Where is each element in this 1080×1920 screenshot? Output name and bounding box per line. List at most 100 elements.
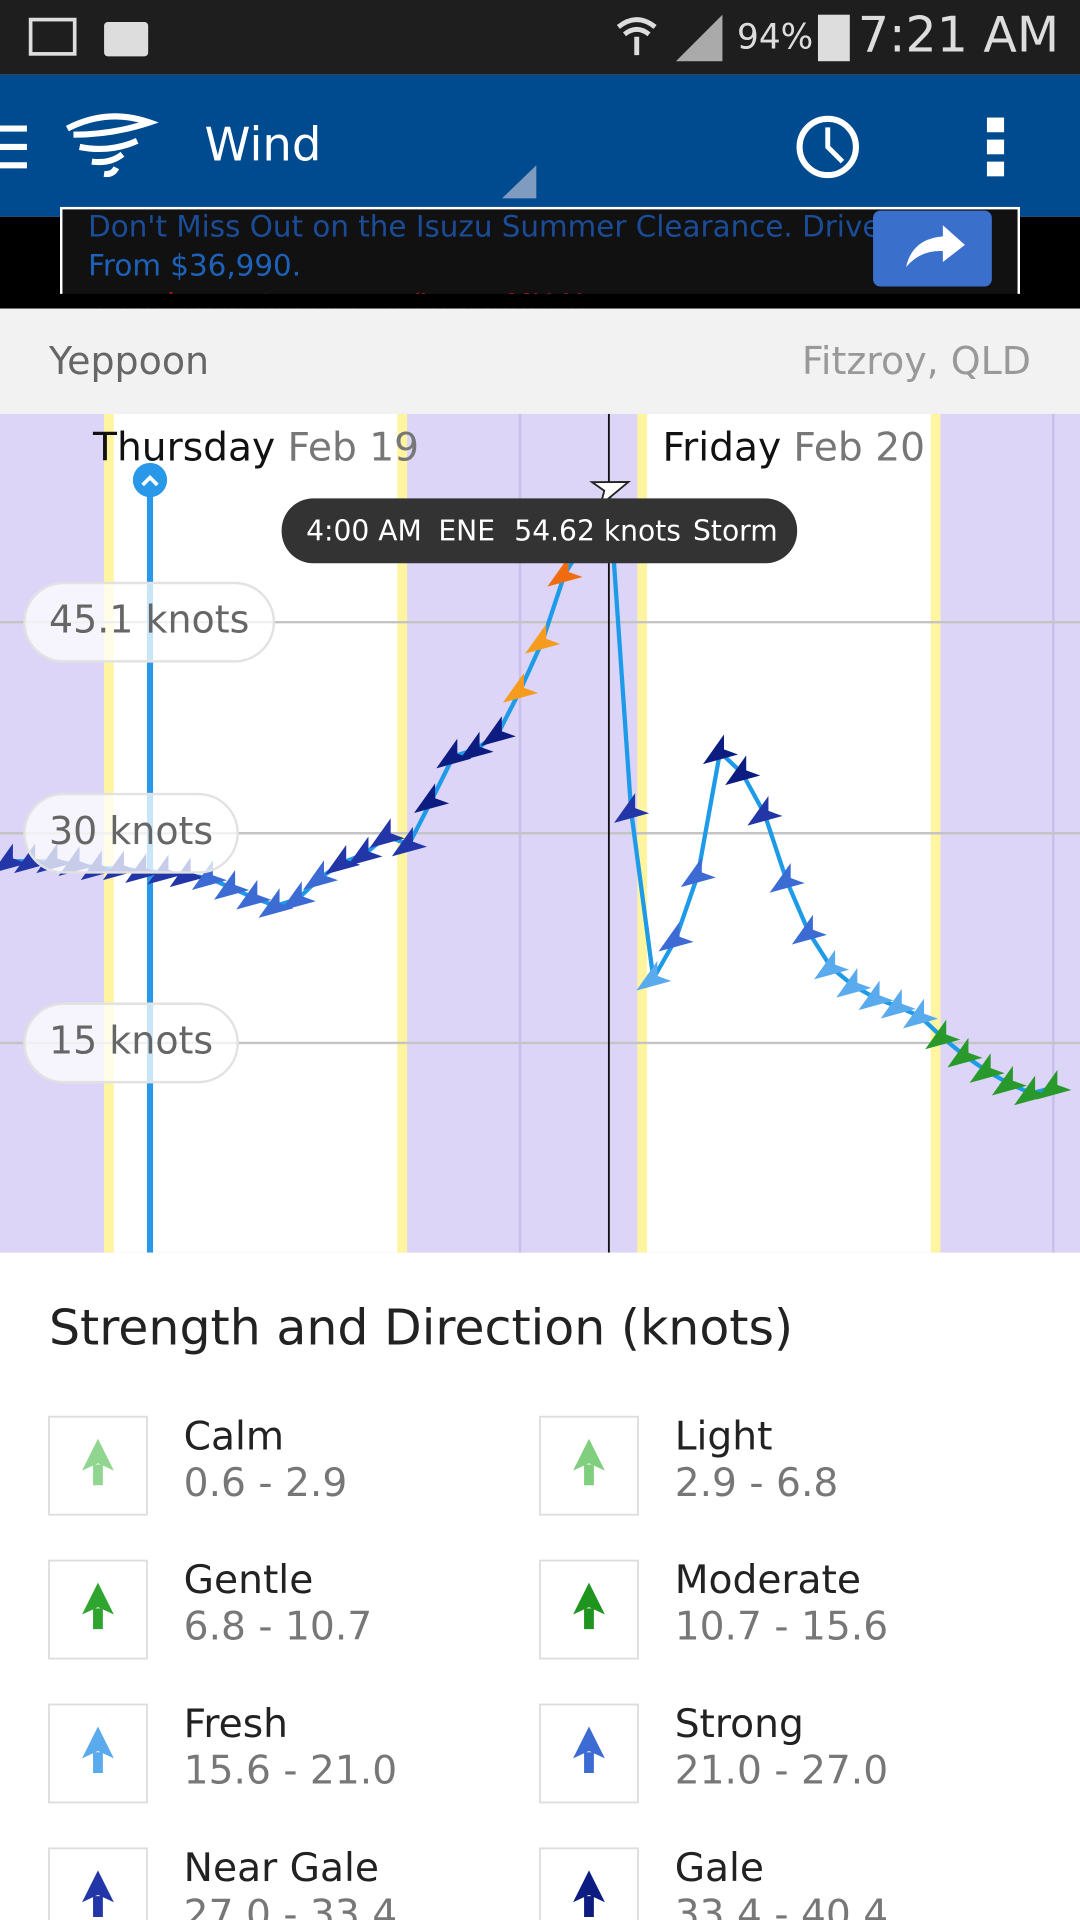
signal-icon bbox=[675, 14, 723, 62]
clock-hands bbox=[825, 127, 845, 164]
legend-name: Near Gale bbox=[184, 1846, 379, 1891]
wind-arrow bbox=[347, 836, 383, 867]
battery-text: 94% bbox=[737, 18, 813, 58]
toolbar-title[interactable]: Wind bbox=[204, 118, 321, 172]
y-tick-label: 30 knots bbox=[49, 809, 213, 853]
wind-arrow bbox=[258, 888, 294, 918]
legend-arrow bbox=[82, 1438, 114, 1486]
y-tick-pill bbox=[23, 792, 239, 874]
legend-arrow bbox=[573, 1870, 605, 1917]
toolbar bbox=[0, 74, 1080, 217]
wind-arrow bbox=[458, 731, 494, 762]
wind-arrow bbox=[525, 623, 561, 654]
legend-title: Strength and Direction (knots) bbox=[49, 1300, 793, 1357]
menu-button[interactable] bbox=[0, 125, 27, 169]
task-icon bbox=[104, 22, 149, 57]
y-tick-pill bbox=[23, 1002, 239, 1084]
wind-arrow bbox=[480, 716, 516, 746]
legend-range: 0.6 - 2.9 bbox=[184, 1461, 348, 1506]
wind-arrow bbox=[814, 949, 850, 980]
battery-icon bbox=[817, 14, 850, 62]
location-bar bbox=[0, 308, 1080, 414]
wind-arrow bbox=[280, 881, 316, 911]
chart: Thursday Feb 19 Friday Feb 20 45.1 knots 30 k… bbox=[0, 413, 1080, 1253]
wind-arrow bbox=[791, 914, 827, 945]
history-button[interactable] bbox=[796, 115, 859, 179]
legend-arrow bbox=[82, 1870, 114, 1917]
legend-name: Strong bbox=[675, 1702, 804, 1747]
legend-swatch-box bbox=[48, 1415, 148, 1516]
legend-name: Gentle bbox=[184, 1558, 314, 1603]
wind-arrow bbox=[747, 795, 783, 826]
legend-range: 10.7 - 15.6 bbox=[675, 1605, 888, 1650]
day-name: Friday bbox=[662, 425, 781, 470]
gallery-icon bbox=[28, 17, 77, 56]
legend-range: 6.8 - 10.7 bbox=[184, 1605, 373, 1650]
wind-arrow bbox=[414, 783, 450, 814]
wind-arrow bbox=[325, 844, 361, 875]
legend-name: Light bbox=[675, 1414, 773, 1459]
handle-chevron bbox=[141, 474, 159, 487]
wind-arrow bbox=[658, 921, 694, 952]
wind-arrow bbox=[0, 843, 27, 874]
wind-arrow bbox=[969, 1053, 1005, 1083]
wind-arrow bbox=[725, 755, 761, 786]
wind-arrow bbox=[880, 988, 916, 1019]
ad-frame bbox=[60, 206, 1020, 308]
legend-range: 2.9 - 6.8 bbox=[675, 1461, 839, 1506]
clock-text: 7:21 AM bbox=[858, 6, 1059, 63]
legend-range: 27.0 - 33.4 bbox=[184, 1892, 397, 1920]
wind-arrow bbox=[680, 857, 716, 888]
dot bbox=[986, 117, 1005, 133]
day-name: Thursday bbox=[92, 425, 275, 470]
day-label: Thursday Feb 19 bbox=[92, 425, 419, 470]
ad-content[interactable]: Don't Miss Out on the Isuzu Summer Clear… bbox=[0, 206, 1080, 322]
wind-arrow bbox=[836, 967, 872, 998]
wind-arrow bbox=[502, 672, 539, 703]
legend-name: Fresh bbox=[184, 1702, 288, 1747]
legend-range: 21.0 - 27.0 bbox=[675, 1749, 888, 1794]
tooltip bbox=[281, 498, 798, 564]
ad-price: From $36,990. bbox=[88, 248, 301, 282]
app-logo bbox=[65, 113, 159, 178]
share-arrow bbox=[906, 225, 965, 267]
wind-arrow bbox=[589, 481, 632, 508]
wind-arrow bbox=[302, 860, 339, 890]
location-town: Yeppoon bbox=[48, 339, 209, 383]
wind-arrow bbox=[769, 863, 805, 893]
legend-range: 33.4 - 40.4 bbox=[675, 1892, 888, 1920]
location-region: Fitzroy, QLD bbox=[802, 339, 1031, 383]
day-date: Feb 19 bbox=[287, 425, 419, 470]
overflow-button[interactable] bbox=[986, 117, 1005, 177]
wind-arrow bbox=[191, 860, 227, 890]
dot bbox=[986, 139, 1005, 155]
wind-arrow bbox=[547, 556, 583, 587]
tooltip-category: Storm bbox=[693, 515, 778, 548]
dot bbox=[986, 161, 1005, 177]
wind-arrow bbox=[614, 793, 650, 823]
wifi-icon bbox=[616, 17, 657, 56]
legend-name: Calm bbox=[184, 1414, 284, 1459]
status-bar bbox=[0, 0, 1080, 75]
legend-arrow bbox=[82, 1726, 114, 1774]
wind-arrow bbox=[858, 980, 894, 1011]
legend-range: 15.6 - 21.0 bbox=[184, 1749, 397, 1794]
legend-arrow bbox=[573, 1582, 605, 1630]
legend-arrow bbox=[573, 1726, 605, 1774]
dropdown-indicator[interactable] bbox=[502, 165, 537, 199]
wind-arrow bbox=[925, 1019, 961, 1050]
tooltip-time: 4:00 AM bbox=[306, 515, 422, 548]
day-date: Feb 20 bbox=[793, 425, 925, 470]
legend-arrow bbox=[573, 1438, 605, 1486]
tooltip-direction: ENE bbox=[438, 515, 495, 548]
wind-arrow bbox=[947, 1037, 983, 1068]
wind-arrow bbox=[369, 818, 405, 849]
wind-arrow bbox=[214, 870, 250, 900]
wind-arrow bbox=[236, 879, 272, 910]
wind-arrow bbox=[702, 734, 739, 765]
wind-arrow bbox=[991, 1065, 1027, 1096]
wind-arrow bbox=[1036, 1069, 1072, 1100]
legend-arrow bbox=[82, 1582, 114, 1630]
clock-icon bbox=[796, 115, 859, 179]
